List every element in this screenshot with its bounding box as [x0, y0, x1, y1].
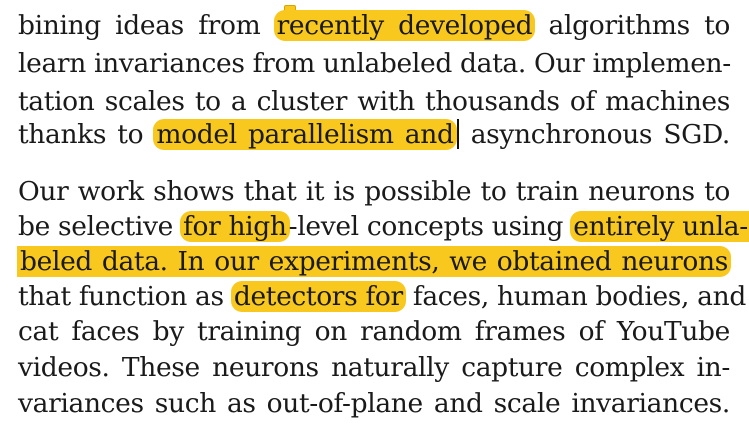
- paragraph2-line5: cat faces by training on random frames o…: [18, 314, 730, 350]
- text-run: learn invariances from unlabeled data. O…: [18, 48, 731, 79]
- paragraph1-line3: tation scales to a cluster with thousand…: [18, 84, 730, 120]
- paragraph1-line2: learn invariances from unlabeled data. O…: [18, 46, 731, 82]
- highlight-recently-developed[interactable]: recently developed: [273, 10, 536, 41]
- paragraph2-line1: Our work shows that it is possible to tr…: [18, 174, 730, 210]
- text-run: thanks to: [18, 119, 155, 150]
- highlight-entirely-unlabeled-end[interactable]: beled data. In our experiments, we obtai…: [17, 246, 731, 277]
- text-run: bining ideas from: [18, 10, 275, 41]
- text-run: tation scales to a cluster with thousand…: [18, 86, 730, 117]
- text-run: -level concepts using: [288, 211, 572, 242]
- highlight-model-parallelism[interactable]: model parallelism and: [153, 119, 457, 150]
- text-run: asynchronous SGD.: [459, 119, 731, 150]
- highlight-detectors-for[interactable]: detectors for: [230, 281, 406, 312]
- text-run: variances such as out-of-plane and scale…: [18, 388, 730, 419]
- paragraph2-line7: variances such as out-of-plane and scale…: [18, 386, 730, 422]
- paragraph2-line4: that function as detectors for faces, hu…: [18, 279, 746, 315]
- highlight-entirely-unlabeled-start[interactable]: entirely unla-: [570, 211, 749, 242]
- paragraph2-line6: videos. These neurons naturally capture …: [18, 350, 730, 386]
- text-cursor: [456, 119, 459, 149]
- text-run: cat faces by training on random frames o…: [18, 316, 730, 347]
- paragraph2-line3: beled data. In our experiments, we obtai…: [17, 244, 731, 280]
- text-run: faces, human bodies, and: [404, 281, 746, 312]
- text-run: Our work shows that it is possible to tr…: [18, 176, 730, 207]
- text-run: that function as: [18, 281, 232, 312]
- paragraph1-line4: thanks to model parallelism and asynchro…: [18, 117, 730, 153]
- text-run: be selective: [18, 211, 182, 242]
- paragraph2-line2: be selective for high-level concepts usi…: [18, 209, 749, 245]
- highlight-for-high[interactable]: for high: [180, 211, 290, 242]
- text-run: algorithms to: [534, 10, 731, 41]
- text-run: videos. These neurons naturally capture …: [18, 352, 730, 383]
- paragraph1-line1: bining ideas from recently developed alg…: [18, 8, 730, 44]
